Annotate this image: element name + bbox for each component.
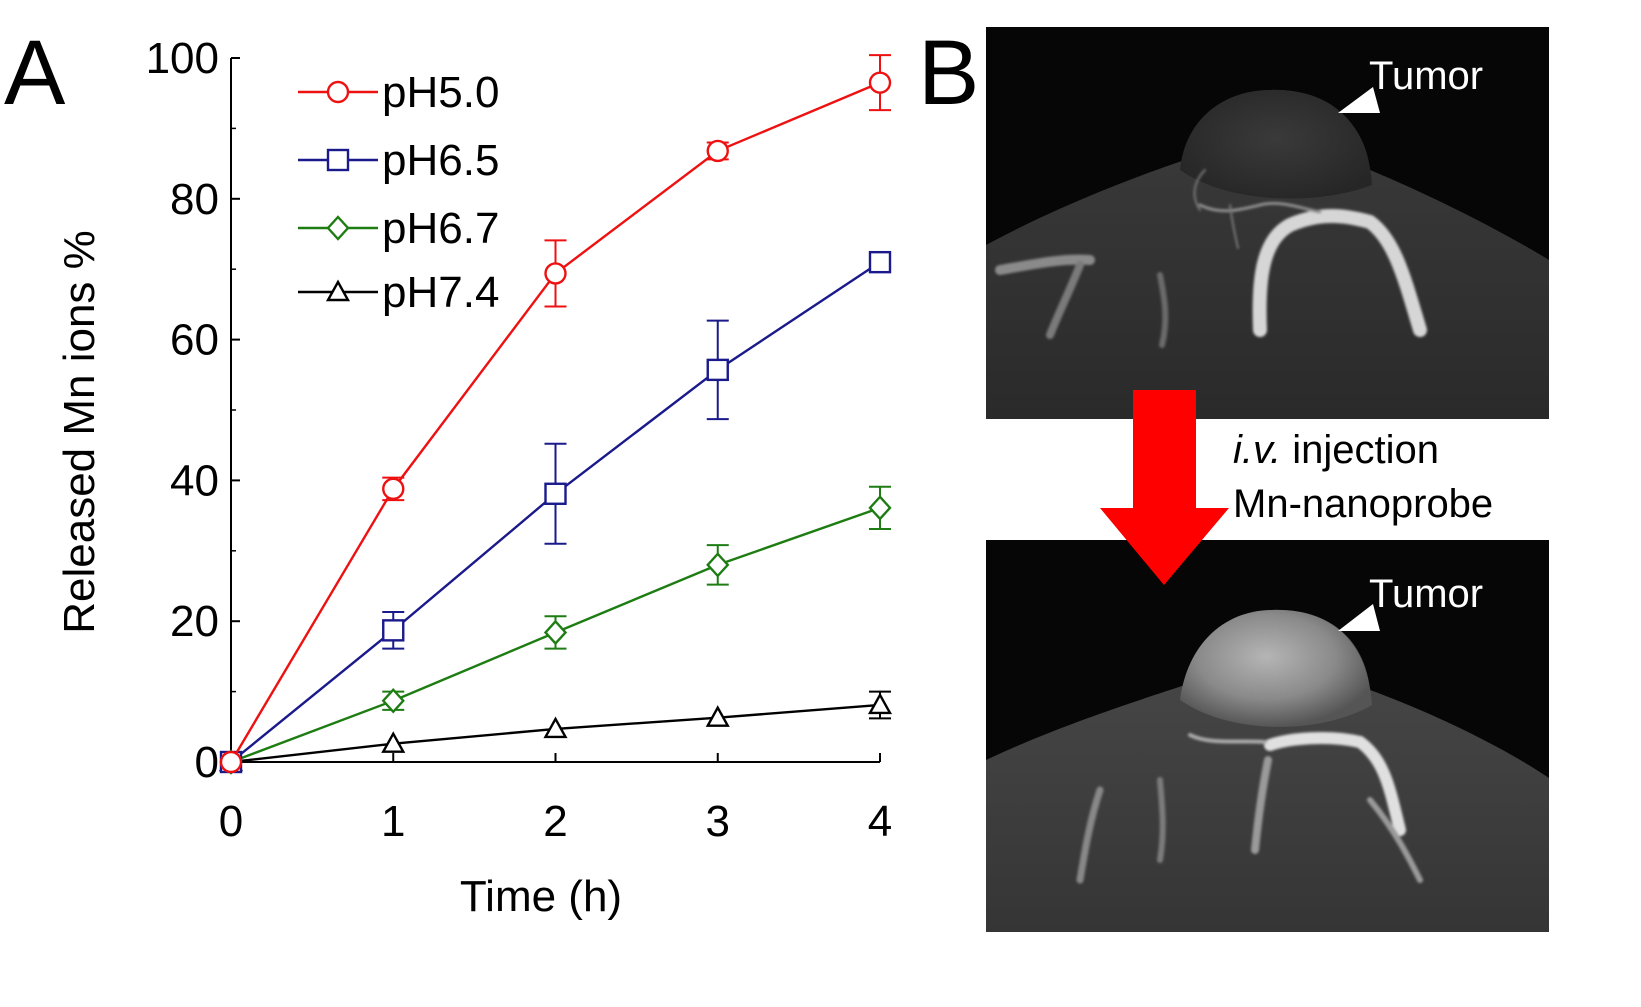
legend-label: pH5.0 [382, 68, 499, 117]
x-tick-label: 3 [706, 797, 730, 846]
data-point [868, 250, 892, 274]
data-point [543, 619, 568, 646]
data-point [544, 482, 567, 505]
data-point [544, 262, 567, 285]
y-tick-label: 60 [170, 316, 219, 365]
series-line [229, 81, 881, 763]
legend-label: pH6.7 [382, 204, 499, 253]
panel-label-a: A [4, 22, 66, 124]
data-point [381, 731, 406, 753]
down-arrow-icon [1100, 390, 1229, 585]
y-tick-label: 80 [170, 175, 219, 224]
data-point [219, 750, 243, 774]
x-tick-label: 1 [381, 797, 405, 846]
legend-label: pH6.5 [382, 136, 499, 185]
series-pH5.0 [219, 54, 892, 774]
data-point [543, 716, 568, 739]
nanoprobe-caption: Mn-nanoprobe [1233, 482, 1493, 526]
data-point [382, 619, 405, 642]
data-point [705, 705, 730, 727]
injection-caption: i.v. injection [1233, 428, 1439, 472]
data-point [706, 139, 729, 163]
y-tick-label: 40 [170, 456, 219, 505]
data-point [706, 552, 730, 578]
y-tick-label: 100 [146, 34, 219, 83]
legend: pH5.0 pH6.5 pH6.7 pH7.4 [298, 68, 499, 317]
mri-image-before: Tumor [986, 27, 1549, 419]
tumor-pointer-icon [1338, 604, 1380, 631]
x-axis-label: Time (h) [460, 872, 622, 921]
data-point [867, 692, 893, 715]
legend-marker [326, 148, 350, 172]
y-axis-label: Released Mn ions % [55, 230, 104, 634]
panel-label-b: B [918, 22, 979, 124]
legend-marker [326, 80, 350, 104]
y-tick-label: 0 [195, 738, 219, 787]
tumor-label-after: Tumor [1369, 572, 1483, 616]
y-tick-label: 20 [170, 597, 219, 646]
data-point [868, 71, 892, 94]
x-tick-label: 0 [219, 797, 243, 846]
legend-label: pH7.4 [382, 268, 499, 317]
data-point [381, 687, 405, 714]
chart-panel: 0 20 40 60 80 100 0 1 2 3 4 Released Mn ions % Ti… [55, 34, 892, 921]
series-pH6.5 [219, 250, 892, 774]
x-tick-label: 2 [543, 797, 567, 846]
tumor-pointer-icon [1338, 87, 1380, 113]
tumor-label-before: Tumor [1369, 54, 1483, 98]
data-point [868, 495, 892, 521]
data-point [706, 358, 729, 382]
data-point [382, 477, 405, 501]
x-tick-label: 4 [868, 797, 892, 846]
legend-marker [326, 215, 350, 241]
mri-image-after: Tumor [986, 540, 1549, 932]
legend-marker [325, 279, 351, 302]
